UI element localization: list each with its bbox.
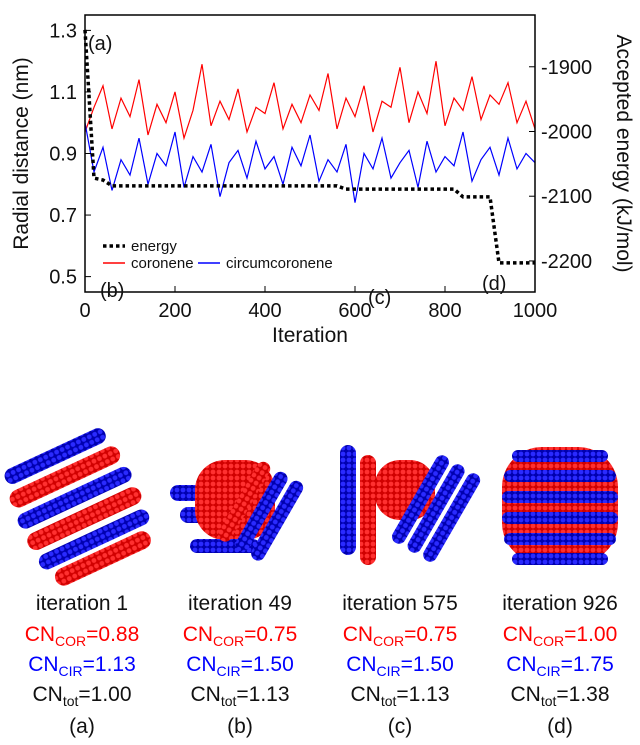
y2-tick-label: -1900: [541, 57, 592, 79]
annotation: (c): [368, 287, 391, 309]
x-tick-label: 200: [158, 300, 191, 322]
annotation: (b): [100, 280, 124, 302]
cn-value: =0.75: [244, 623, 297, 646]
y-tick-label: 1.3: [49, 20, 77, 42]
cn-subscript: COR: [213, 633, 244, 649]
y-tick-label: 0.5: [49, 267, 77, 289]
cn-symbol: CN: [25, 623, 55, 646]
iteration-caption: iteration 49: [188, 592, 292, 615]
cn-subscript: tot: [541, 693, 557, 709]
panel-label: (d): [547, 715, 573, 738]
y-axis-label: Radial distance (nm): [10, 57, 33, 250]
cn-symbol: CN: [183, 623, 213, 646]
annotation: (a): [88, 33, 112, 55]
cn-symbol: CN: [350, 683, 380, 706]
legend-label: energy: [131, 238, 177, 255]
x-axis-label: Iteration: [272, 324, 348, 347]
y2-tick-label: -2100: [541, 186, 592, 208]
series-line: [84, 61, 536, 141]
cn-value: =0.75: [404, 623, 457, 646]
cn-value: =1.50: [401, 653, 454, 676]
series-line: [83, 29, 535, 265]
cn-value: =1.38: [556, 683, 609, 706]
molecule-images: [4, 428, 618, 586]
x-tick-label: 800: [428, 300, 461, 322]
cn-symbol: CN: [510, 683, 540, 706]
cn-symbol: CN: [503, 623, 533, 646]
cn-symbol: CN: [346, 653, 376, 676]
cn-subscript: CIR: [217, 663, 241, 679]
cn-symbol: CN: [32, 683, 62, 706]
cn-caption: CNtot=1.00: [32, 683, 131, 709]
cn-subscript: tot: [63, 693, 79, 709]
cn-caption: CNCOR=1.00: [503, 623, 618, 649]
cluster-b: [170, 460, 304, 561]
cn-value: =1.50: [241, 653, 294, 676]
iteration-caption: iteration 926: [502, 592, 618, 615]
iteration-caption: iteration 575: [342, 592, 458, 615]
cn-caption: CNCIR=1.13: [28, 653, 136, 679]
panel-label: (b): [227, 715, 253, 738]
cn-symbol: CN: [506, 653, 536, 676]
legend-label: circumcoronene: [226, 255, 333, 272]
cn-caption: CNCOR=0.88: [25, 623, 140, 649]
x-tick-label: 0: [79, 300, 90, 322]
cn-subscript: CIR: [59, 663, 83, 679]
cn-subscript: CIR: [377, 663, 401, 679]
cn-symbol: CN: [186, 653, 216, 676]
cn-value: =1.75: [561, 653, 614, 676]
cn-value: =1.00: [564, 623, 617, 646]
panel-label: (a): [69, 715, 95, 738]
cn-subscript: COR: [533, 633, 564, 649]
iteration-caption: iteration 1: [36, 592, 128, 615]
cn-subscript: tot: [221, 693, 237, 709]
cn-subscript: COR: [55, 633, 86, 649]
cluster-d: [502, 447, 618, 565]
cn-subscript: CIR: [537, 663, 561, 679]
y-tick-label: 0.9: [49, 144, 77, 166]
y2-tick-label: -2000: [541, 121, 592, 143]
cn-caption: CNCOR=0.75: [183, 623, 298, 649]
y2-axis-label: Accepted energy (kJ/mol): [612, 34, 635, 272]
y2-tick-label: -2200: [541, 251, 592, 273]
cn-subscript: tot: [381, 693, 397, 709]
cn-caption: CNCIR=1.50: [186, 653, 294, 679]
cn-symbol: CN: [190, 683, 220, 706]
cn-caption: CNtot=1.13: [190, 683, 289, 709]
cn-value: =1.13: [236, 683, 289, 706]
cn-value: =1.13: [83, 653, 136, 676]
annotation: (d): [482, 273, 506, 295]
cluster-c: [340, 445, 481, 565]
cn-caption: CNCIR=1.75: [506, 653, 614, 679]
cn-caption: CNtot=1.13: [350, 683, 449, 709]
cn-value: =1.00: [78, 683, 131, 706]
cn-caption: CNtot=1.38: [510, 683, 609, 709]
y-tick-label: 0.7: [49, 205, 77, 227]
legend-label: coronene: [131, 255, 194, 272]
cn-value: =1.13: [396, 683, 449, 706]
cn-symbol: CN: [28, 653, 58, 676]
panel-label: (c): [388, 715, 413, 738]
cn-symbol: CN: [343, 623, 373, 646]
cn-subscript: COR: [373, 633, 404, 649]
x-tick-label: 1000: [513, 300, 558, 322]
cn-caption: CNCIR=1.50: [346, 653, 454, 679]
y-tick-label: 1.1: [49, 82, 77, 104]
series-line: [84, 122, 536, 203]
x-tick-label: 600: [338, 300, 371, 322]
cn-caption: CNCOR=0.75: [343, 623, 458, 649]
x-tick-label: 400: [248, 300, 281, 322]
cluster-a: [4, 428, 151, 586]
cn-value: =0.88: [86, 623, 139, 646]
